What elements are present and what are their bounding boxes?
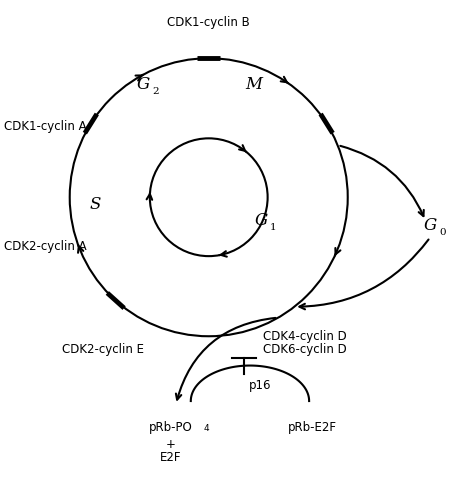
- Text: CDK6-cyclin D: CDK6-cyclin D: [263, 343, 346, 356]
- Text: CDK1-cyclin A: CDK1-cyclin A: [4, 120, 86, 133]
- Text: p16: p16: [249, 379, 271, 392]
- Text: G: G: [137, 76, 150, 92]
- Text: CDK4-cyclin D: CDK4-cyclin D: [263, 330, 346, 343]
- Text: pRb-E2F: pRb-E2F: [288, 421, 337, 434]
- Text: pRb-PO: pRb-PO: [149, 421, 193, 434]
- Text: 4: 4: [204, 424, 210, 433]
- Text: G: G: [255, 212, 268, 229]
- Text: CDK2-cyclin E: CDK2-cyclin E: [62, 343, 144, 356]
- Text: E2F: E2F: [160, 451, 182, 464]
- Text: G: G: [424, 217, 438, 234]
- Text: CDK1-cyclin B: CDK1-cyclin B: [167, 16, 250, 30]
- Text: 2: 2: [152, 87, 159, 96]
- Text: 0: 0: [439, 228, 446, 237]
- Text: CDK2-cyclin A: CDK2-cyclin A: [4, 240, 86, 253]
- Text: +: +: [166, 438, 176, 451]
- Text: S: S: [90, 196, 101, 213]
- Text: M: M: [245, 76, 262, 92]
- Text: 1: 1: [270, 223, 277, 232]
